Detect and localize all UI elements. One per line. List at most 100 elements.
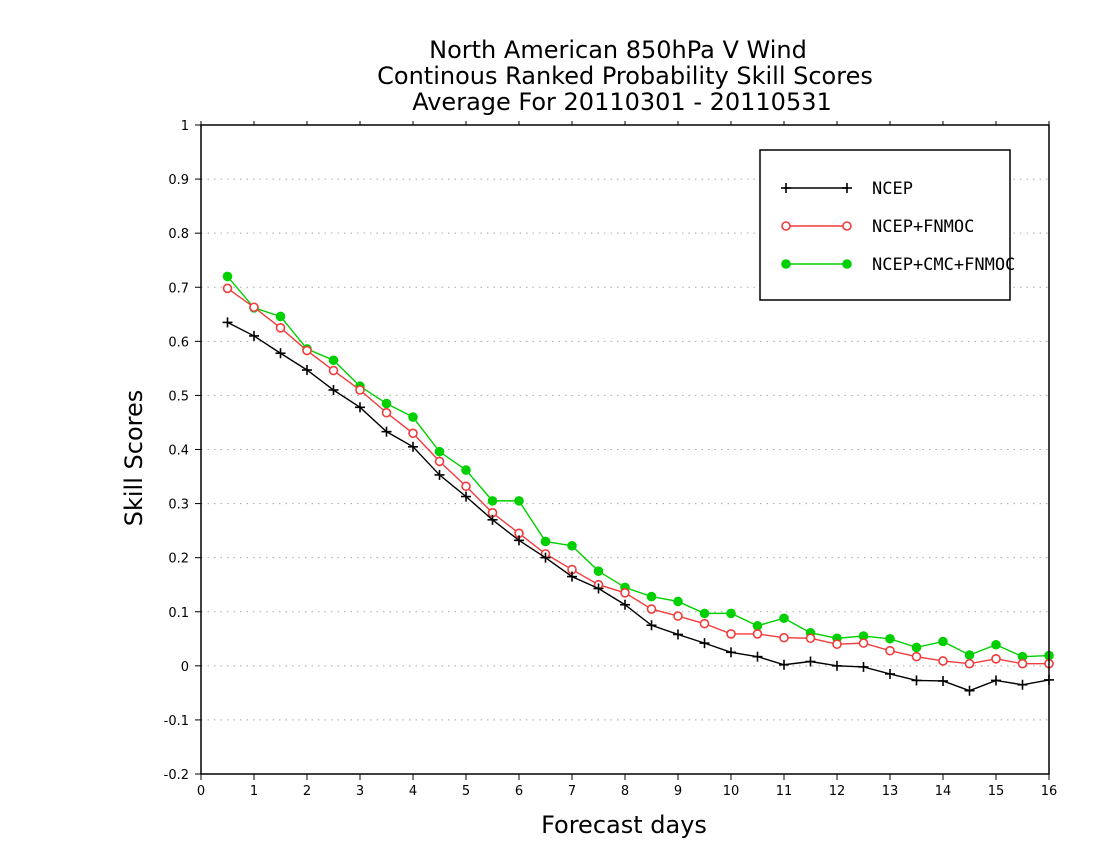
legend-entry: NCEP+FNMOC bbox=[781, 217, 974, 237]
data-point-marker bbox=[593, 566, 604, 576]
data-point-marker bbox=[434, 446, 445, 457]
legend-box bbox=[759, 149, 1011, 301]
data-point-marker bbox=[752, 621, 763, 631]
data-point-marker bbox=[699, 618, 710, 629]
x-tick-label: 3 bbox=[356, 784, 364, 799]
data-point-marker bbox=[779, 659, 789, 670]
data-point-marker bbox=[832, 660, 842, 671]
data-point-marker bbox=[328, 385, 339, 396]
data-point-marker bbox=[275, 323, 286, 333]
x-tick-label: 7 bbox=[568, 784, 576, 799]
data-point-marker bbox=[487, 514, 498, 525]
data-point-marker bbox=[911, 642, 922, 653]
data-point-marker bbox=[842, 259, 852, 269]
data-point-marker bbox=[1017, 658, 1028, 669]
series-ncep-fnmoc bbox=[222, 283, 1054, 669]
legend-label: NCEP bbox=[872, 179, 913, 199]
data-point-marker bbox=[726, 647, 736, 658]
data-point-marker bbox=[408, 441, 418, 452]
data-point-marker bbox=[858, 638, 869, 648]
x-tick-label: 10 bbox=[723, 784, 740, 799]
data-point-marker bbox=[646, 620, 657, 631]
data-point-marker bbox=[646, 604, 657, 614]
data-point-marker bbox=[646, 591, 657, 602]
data-point-marker bbox=[781, 259, 791, 269]
data-point-marker bbox=[302, 345, 312, 356]
data-point-marker bbox=[275, 311, 286, 322]
data-point-marker bbox=[726, 608, 736, 619]
title-line-1: North American 850hPa V Wind bbox=[429, 36, 807, 64]
series-line bbox=[227, 321, 1050, 692]
data-point-marker bbox=[355, 385, 365, 395]
data-point-marker bbox=[842, 183, 852, 193]
data-point-marker bbox=[381, 426, 392, 437]
data-point-marker bbox=[781, 183, 791, 193]
data-point-marker bbox=[842, 221, 852, 231]
data-point-marker bbox=[938, 636, 948, 647]
data-point-marker bbox=[408, 428, 418, 439]
data-point-marker bbox=[593, 583, 604, 594]
data-point-marker bbox=[567, 540, 577, 551]
data-point-marker bbox=[938, 656, 948, 666]
data-point-marker bbox=[381, 407, 392, 418]
data-point-marker bbox=[805, 656, 816, 667]
x-tick-label: 6 bbox=[515, 784, 523, 799]
data-point-marker bbox=[991, 675, 1001, 686]
data-point-marker bbox=[620, 599, 630, 610]
series-ncep-cmc-fnmoc bbox=[222, 271, 1054, 662]
data-point-marker bbox=[699, 638, 710, 649]
legend-label: NCEP+FNMOC bbox=[872, 217, 974, 237]
data-point-marker bbox=[991, 639, 1001, 650]
y-tick-label: 0.3 bbox=[168, 498, 189, 513]
x-tick-label: 1 bbox=[250, 784, 258, 799]
series-line bbox=[226, 275, 1050, 658]
x-tick-label: 12 bbox=[829, 784, 846, 799]
legend-label: NCEP+CMC+FNMOC bbox=[872, 255, 1015, 275]
y-tick-label: 0.6 bbox=[168, 335, 189, 350]
series-ncep bbox=[222, 317, 1054, 696]
data-point-marker bbox=[222, 271, 233, 282]
data-point-marker bbox=[487, 496, 498, 506]
x-tick-label: 8 bbox=[621, 784, 629, 799]
x-tick-label: 5 bbox=[462, 784, 470, 799]
data-point-marker bbox=[781, 221, 791, 231]
x-tick-label: 13 bbox=[882, 784, 899, 799]
data-point-marker bbox=[964, 685, 975, 696]
data-point-marker bbox=[514, 496, 524, 506]
y-axis-label: Skill Scores bbox=[120, 390, 148, 527]
data-point-marker bbox=[779, 613, 789, 624]
data-point-marker bbox=[620, 588, 630, 598]
data-point-marker bbox=[673, 629, 683, 640]
data-point-marker bbox=[964, 650, 975, 660]
y-axis-ticks: -0.2 -0.1 0 0.1 0.2 0.3 0.4 0.5 0.6 0.7 0.8 0.9 1 bbox=[164, 119, 201, 783]
data-point-marker bbox=[885, 645, 895, 656]
x-tick-label: 15 bbox=[988, 784, 1005, 799]
data-point-marker bbox=[540, 552, 551, 563]
data-point-marker bbox=[567, 571, 577, 582]
data-point-marker bbox=[858, 661, 869, 672]
data-point-marker bbox=[249, 330, 259, 341]
x-tick-label: 14 bbox=[935, 784, 952, 799]
x-tick-label: 11 bbox=[776, 784, 793, 799]
data-point-marker bbox=[885, 668, 895, 679]
x-tick-label: 4 bbox=[409, 784, 417, 799]
data-point-marker bbox=[726, 629, 736, 639]
data-point-marker bbox=[964, 658, 975, 669]
y-tick-label: 0.8 bbox=[168, 227, 189, 242]
series-line bbox=[227, 287, 1049, 665]
data-point-marker bbox=[752, 629, 763, 639]
data-point-marker bbox=[222, 283, 233, 294]
data-point-marker bbox=[461, 491, 471, 502]
data-point-marker bbox=[408, 412, 418, 422]
data-point-marker bbox=[275, 348, 286, 359]
x-tick-label: 9 bbox=[674, 784, 682, 799]
y-tick-label: 0.7 bbox=[168, 281, 189, 296]
legend-entry: NCEP+CMC+FNMOC bbox=[781, 255, 1015, 275]
data-point-marker bbox=[673, 611, 683, 621]
y-tick-label: 0.2 bbox=[168, 552, 189, 567]
data-point-marker bbox=[885, 633, 895, 644]
x-tick-label: 2 bbox=[303, 784, 311, 799]
y-tick-label: 0 bbox=[181, 660, 189, 675]
data-point-marker bbox=[991, 654, 1001, 664]
